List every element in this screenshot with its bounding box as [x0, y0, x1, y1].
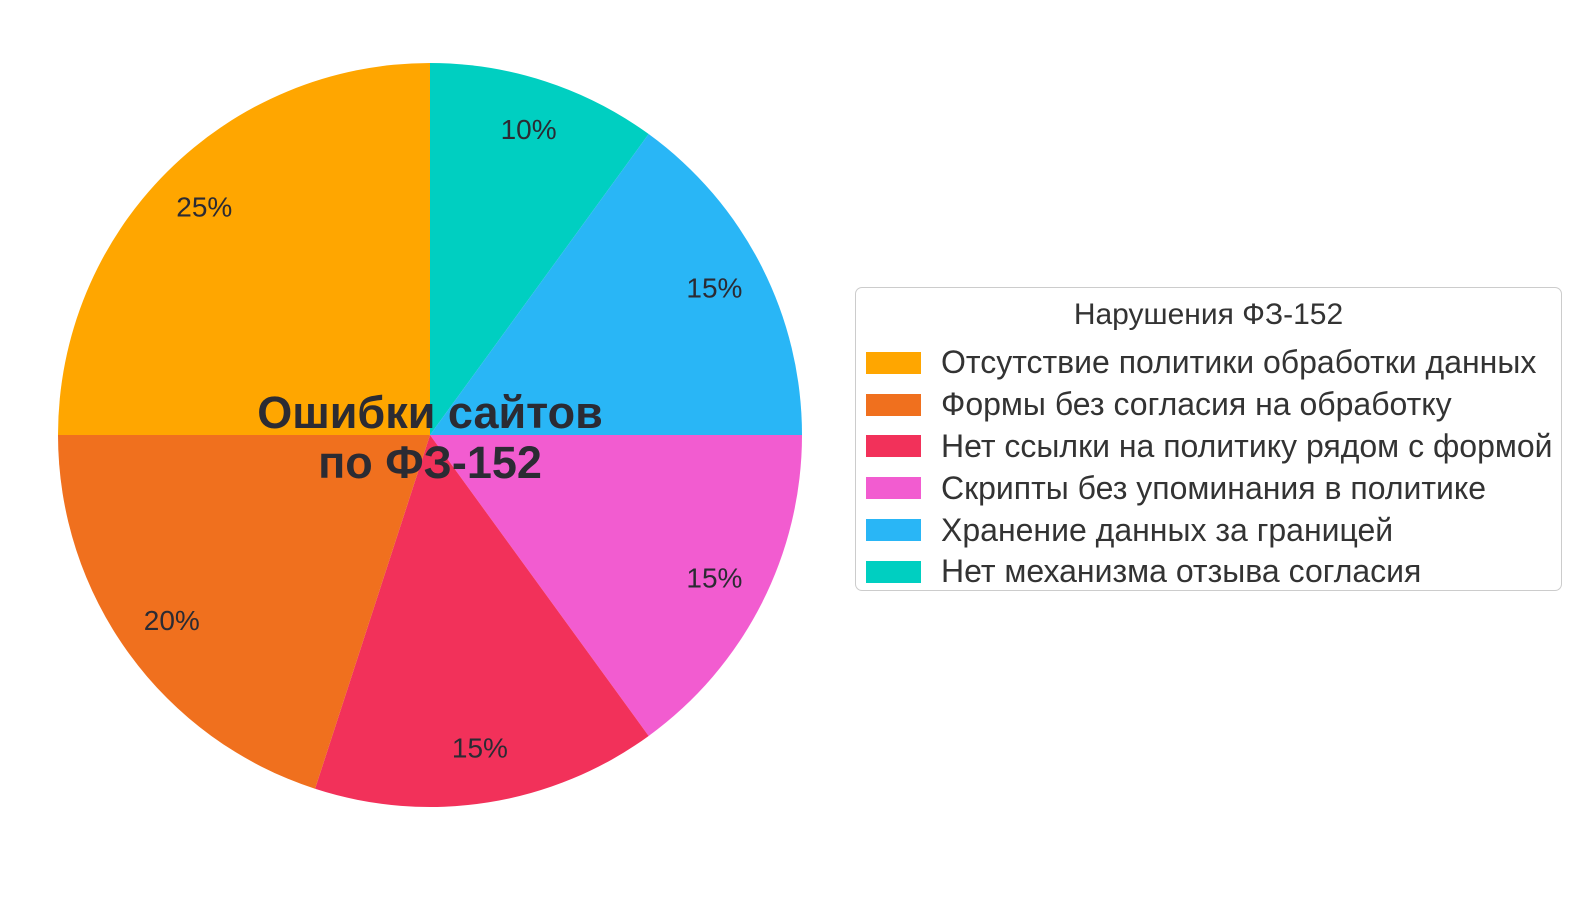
- svg-text:15%: 15%: [686, 562, 742, 593]
- svg-text:20%: 20%: [144, 605, 200, 636]
- svg-text:10%: 10%: [501, 114, 557, 145]
- svg-text:15%: 15%: [452, 733, 508, 764]
- svg-text:25%: 25%: [176, 192, 232, 223]
- svg-text:15%: 15%: [686, 272, 742, 303]
